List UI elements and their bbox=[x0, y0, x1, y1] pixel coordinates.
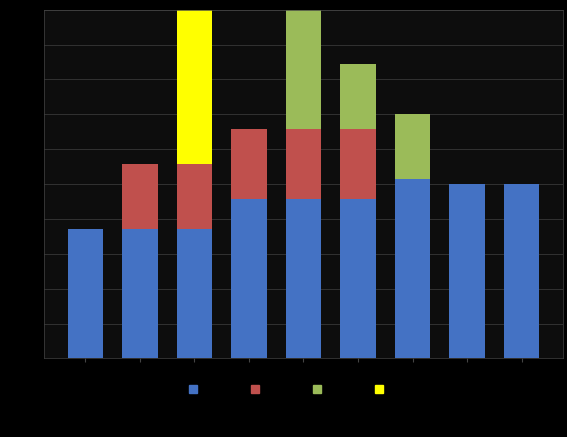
Bar bbox=[122, 164, 158, 229]
Bar bbox=[449, 184, 485, 358]
Bar bbox=[177, 164, 212, 229]
Bar bbox=[395, 114, 430, 179]
Bar bbox=[231, 199, 266, 358]
Bar bbox=[504, 184, 539, 358]
Bar bbox=[286, 199, 321, 358]
Bar bbox=[67, 229, 103, 358]
Bar bbox=[231, 129, 266, 199]
Bar bbox=[286, 0, 321, 129]
Legend: Serie1, Serie2, Serie3, Serie4: Serie1, Serie2, Serie3, Serie4 bbox=[185, 381, 422, 399]
Bar bbox=[122, 229, 158, 358]
Bar bbox=[340, 129, 376, 199]
Bar bbox=[340, 65, 376, 129]
Bar bbox=[177, 0, 212, 164]
Bar bbox=[340, 199, 376, 358]
Bar bbox=[286, 129, 321, 199]
Bar bbox=[177, 229, 212, 358]
Bar bbox=[395, 179, 430, 358]
